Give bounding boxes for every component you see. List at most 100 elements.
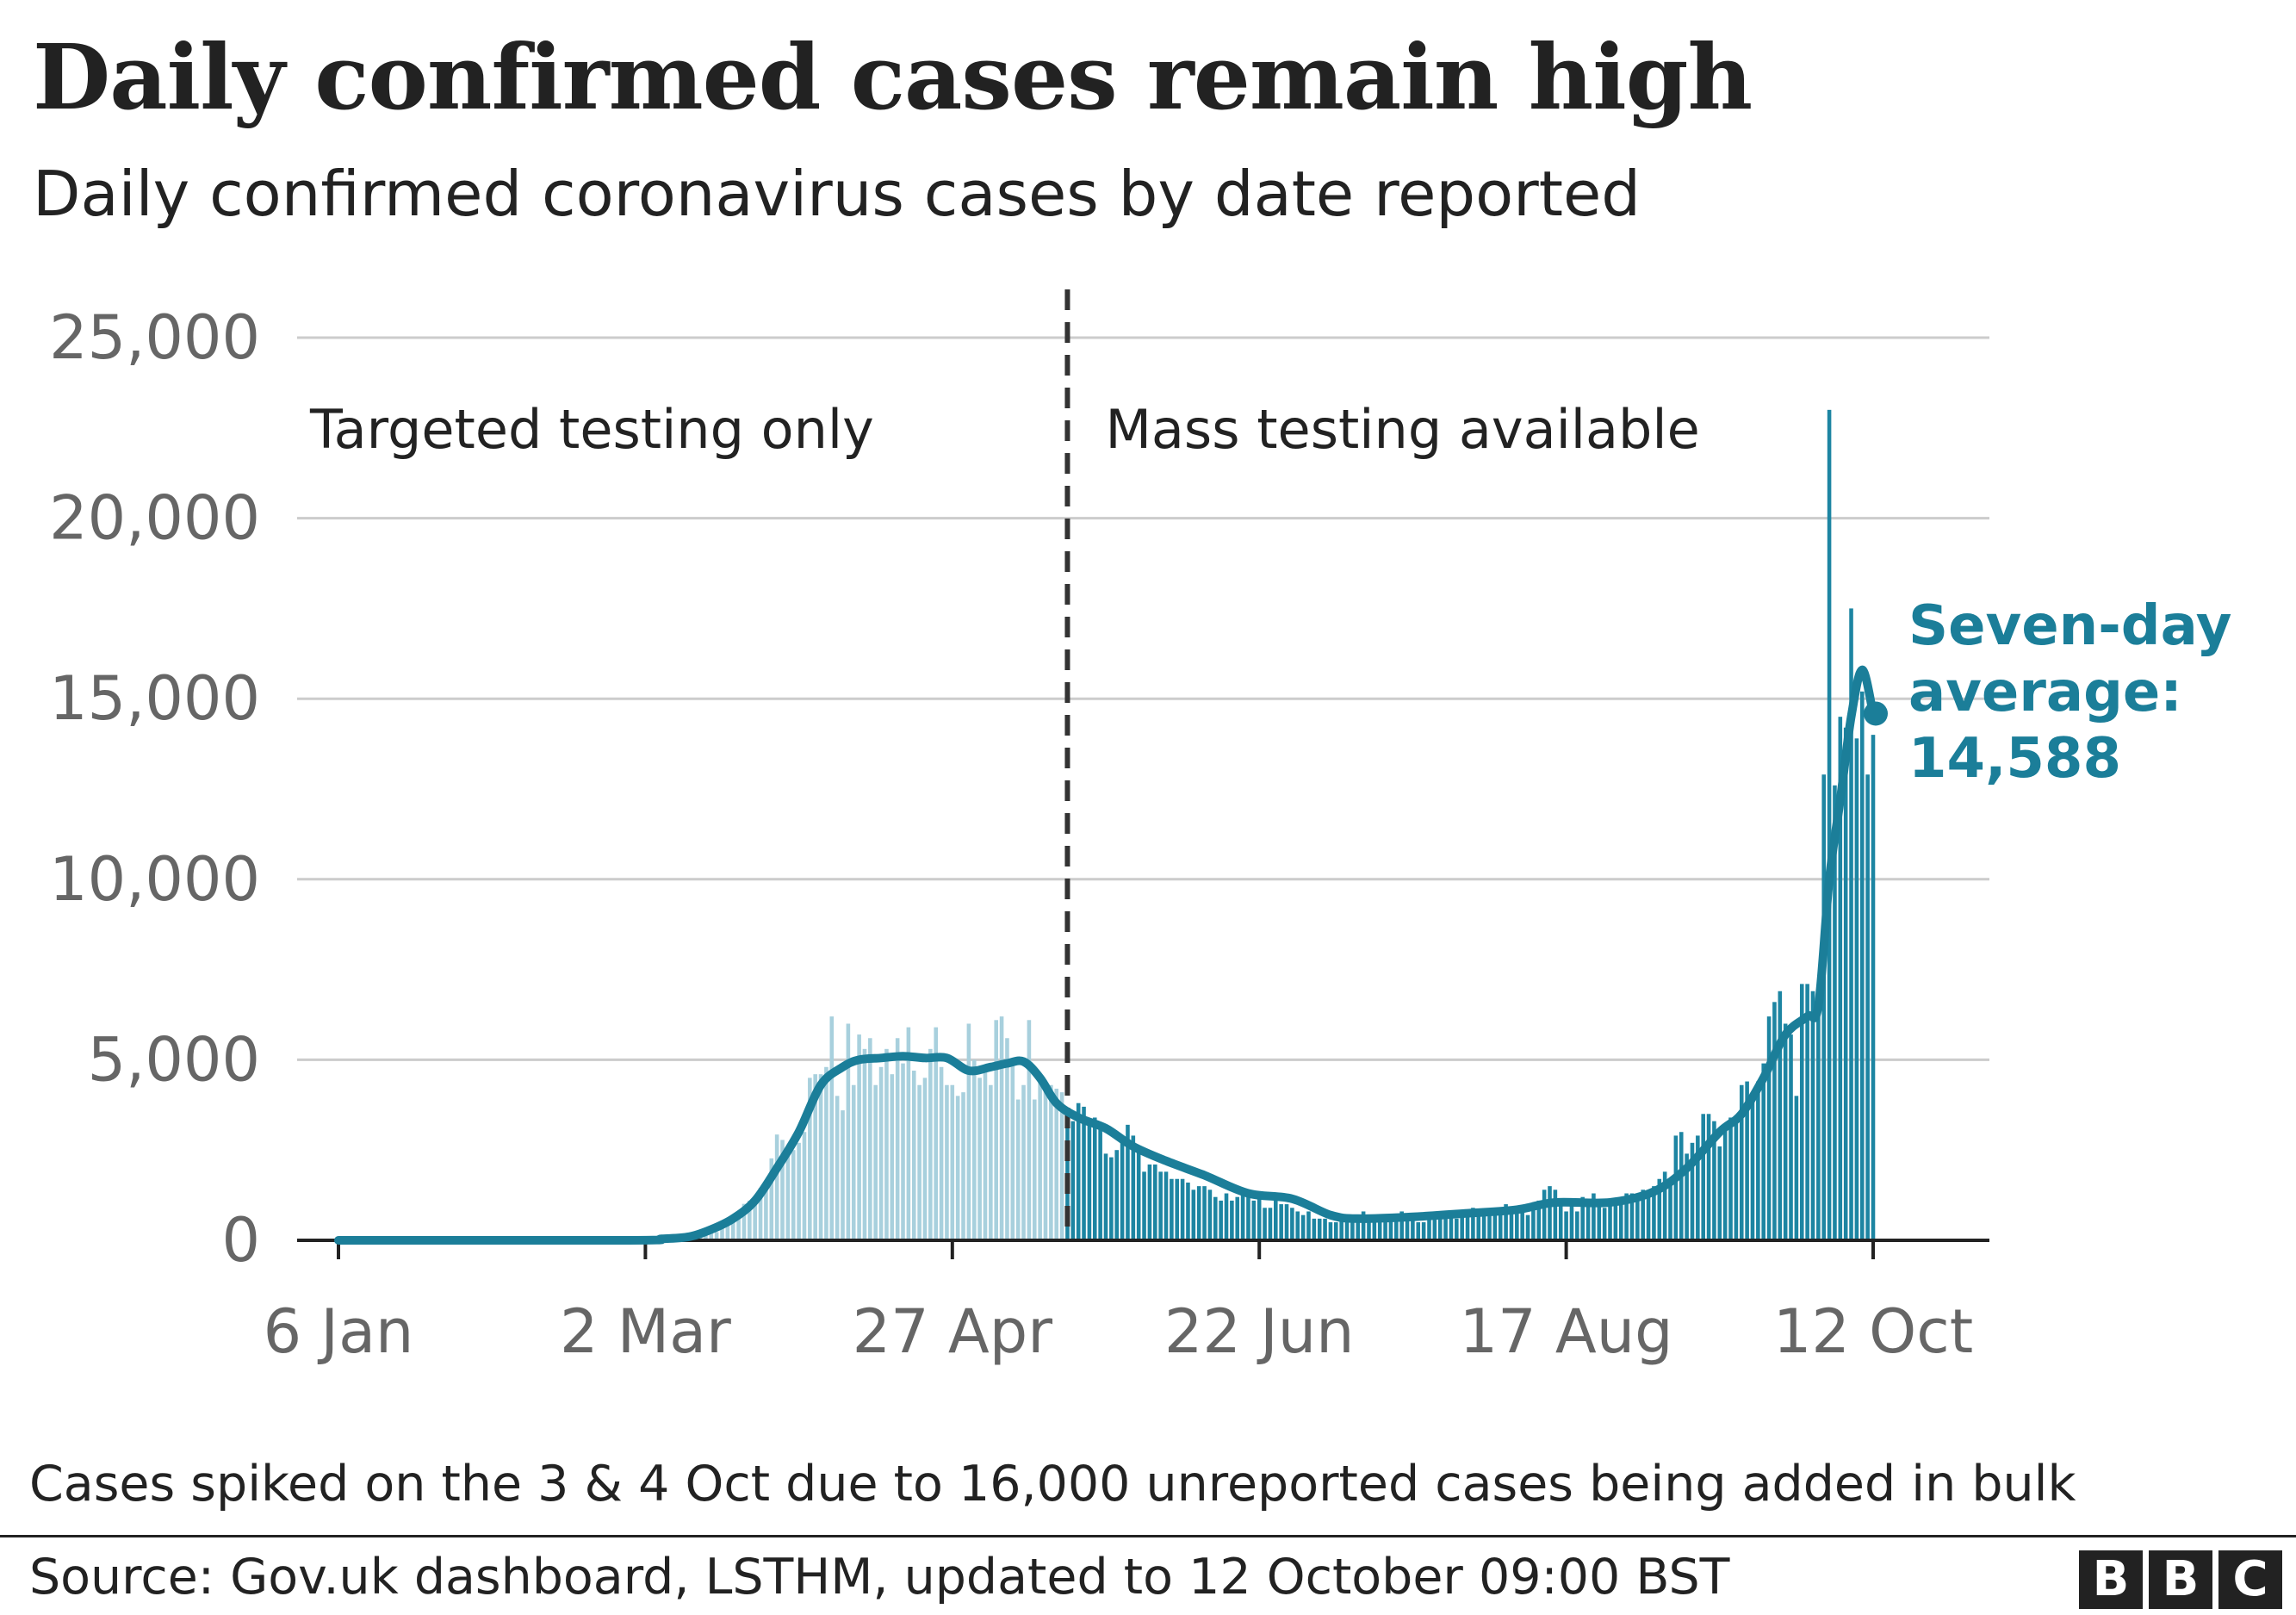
daily-case-bar [1350, 1218, 1355, 1240]
daily-case-bar [1662, 1171, 1667, 1240]
daily-case-bar [1613, 1200, 1618, 1240]
daily-case-bar [1624, 1193, 1629, 1240]
daily-case-bar [1059, 1092, 1064, 1240]
daily-case-bar [1416, 1222, 1421, 1240]
daily-case-bar [720, 1225, 724, 1240]
daily-case-bar [1854, 738, 1859, 1240]
daily-case-bar [1246, 1193, 1250, 1240]
daily-case-bar [1685, 1153, 1689, 1240]
daily-case-bar [1690, 1142, 1695, 1240]
daily-case-bar [1821, 774, 1827, 1240]
daily-case-bar [1673, 1135, 1679, 1240]
daily-case-bar [813, 1074, 817, 1240]
daily-case-bar [1712, 1121, 1716, 1240]
daily-case-bar [1833, 785, 1837, 1240]
daily-case-bar [1810, 991, 1815, 1240]
daily-case-bar [1383, 1214, 1387, 1240]
daily-case-bar [977, 1078, 982, 1240]
daily-case-bar [1021, 1084, 1026, 1240]
daily-case-bar [1536, 1200, 1542, 1240]
mass-testing-label: Mass testing available [1105, 398, 1699, 461]
daily-case-bar [1152, 1164, 1157, 1240]
daily-case-bars [676, 409, 1876, 1241]
daily-case-bar [1120, 1139, 1125, 1240]
logo-letter: B [2149, 1550, 2212, 1609]
daily-case-bar [704, 1233, 708, 1240]
daily-case-bar [797, 1142, 801, 1240]
daily-case-bar [1476, 1211, 1481, 1240]
seven-day-average-series: Seven-day average: 14,588 [334, 594, 2232, 1245]
daily-case-bar [1871, 735, 1876, 1240]
x-tick-label: 12 Oct [1773, 1296, 1973, 1367]
daily-case-bar [1230, 1200, 1234, 1240]
daily-case-bar [1170, 1178, 1174, 1240]
daily-case-bar [1015, 1099, 1021, 1240]
daily-case-bar [1142, 1171, 1146, 1240]
daily-case-bar [1455, 1218, 1459, 1240]
daily-case-bar [950, 1084, 955, 1240]
daily-case-bar [906, 1027, 911, 1240]
daily-case-bar [1082, 1106, 1086, 1240]
y-axis-labels: 0 5,000 10,000 15,000 20,000 25,000 [49, 302, 260, 1276]
daily-case-bar [1334, 1222, 1338, 1240]
daily-case-bar [1290, 1208, 1294, 1240]
daily-case-bar [1147, 1164, 1152, 1240]
daily-case-bar [1186, 1182, 1190, 1240]
daily-case-bar [1235, 1196, 1240, 1240]
source-line: Source: Gov.uk dashboard, LSTHM, updated… [29, 1549, 1730, 1606]
daily-case-bar [791, 1150, 796, 1240]
daily-case-bar [955, 1096, 960, 1240]
daily-case-bar [1652, 1186, 1656, 1240]
daily-case-bar [1367, 1218, 1371, 1240]
daily-case-bar [1103, 1153, 1108, 1240]
daily-case-bar [1032, 1099, 1037, 1240]
daily-case-bar [1515, 1208, 1519, 1240]
daily-case-bar [1109, 1157, 1114, 1240]
daily-case-bar [917, 1084, 922, 1240]
daily-case-bar [1339, 1218, 1343, 1240]
x-tick-label: 17 Aug [1460, 1296, 1673, 1367]
daily-case-bar [1136, 1146, 1141, 1240]
daily-case-bar [1284, 1204, 1289, 1240]
daily-case-bar [1701, 1114, 1705, 1240]
daily-case-bar [1608, 1204, 1612, 1240]
daily-case-bar [742, 1203, 747, 1240]
daily-case-bar [862, 1048, 867, 1240]
daily-case-bar [1525, 1214, 1530, 1240]
daily-case-bar [1580, 1196, 1585, 1240]
daily-case-bar [1657, 1178, 1662, 1240]
daily-case-bar [1092, 1117, 1097, 1240]
daily-case-bar [1449, 1214, 1454, 1240]
y-tick-label: 15,000 [49, 663, 260, 734]
daily-case-bar [1274, 1200, 1278, 1240]
y-tick-label: 25,000 [49, 302, 260, 373]
daily-case-bar [890, 1074, 895, 1240]
daily-case-bar [1766, 1016, 1772, 1240]
daily-case-bar [1739, 1084, 1744, 1240]
daily-case-bar [971, 1059, 977, 1240]
daily-case-bar [1717, 1146, 1722, 1240]
daily-case-bar [785, 1146, 791, 1240]
daily-case-bar [1734, 1117, 1739, 1240]
daily-case-bar [1164, 1171, 1169, 1240]
daily-case-bar [1027, 1020, 1032, 1240]
daily-case-bar [714, 1232, 719, 1240]
daily-case-bar [1783, 1023, 1788, 1240]
daily-case-bar [846, 1023, 851, 1240]
daily-case-bar [1460, 1214, 1464, 1240]
daily-case-bar [851, 1084, 856, 1240]
daily-case-bar [1597, 1204, 1602, 1240]
daily-case-bar [928, 1048, 933, 1240]
latest-average-marker [1864, 701, 1888, 726]
daily-case-bar [1306, 1211, 1311, 1240]
daily-case-bar [1531, 1208, 1536, 1240]
daily-case-bar [1010, 1063, 1015, 1240]
daily-case-bar [1471, 1208, 1475, 1240]
daily-case-bar [1098, 1128, 1102, 1240]
daily-case-bar [1799, 984, 1804, 1240]
daily-case-bar [1361, 1211, 1366, 1240]
y-tick-label: 20,000 [49, 483, 260, 554]
daily-case-bar [878, 1066, 884, 1240]
daily-case-bar [1542, 1190, 1547, 1240]
daily-case-bar [1279, 1204, 1283, 1240]
